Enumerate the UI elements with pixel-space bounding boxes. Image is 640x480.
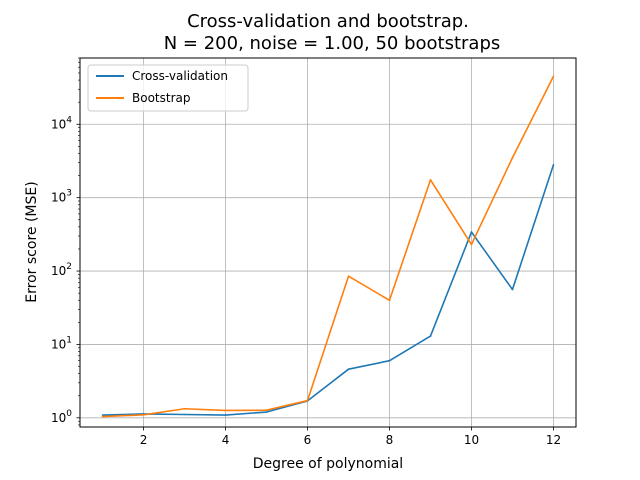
data-point	[429, 179, 432, 181]
data-point	[429, 335, 432, 337]
data-point	[511, 156, 514, 159]
series-line-0	[102, 164, 555, 416]
data-point	[224, 414, 227, 416]
legend-box	[87, 64, 249, 112]
legend-label-cross-validation: Cross-validation	[132, 69, 228, 83]
data-point	[101, 415, 104, 418]
series-lines	[101, 75, 555, 418]
data-point	[306, 399, 309, 402]
x-tick-label: 2	[140, 433, 148, 447]
data-point	[552, 164, 555, 166]
x-ticks: 2 4 6 8 10 12	[140, 427, 561, 447]
x-tick-label: 6	[304, 433, 312, 447]
x-tick-label: 12	[546, 433, 561, 447]
data-point	[224, 409, 227, 412]
x-tick-label: 8	[386, 433, 394, 447]
series-line-1	[102, 75, 555, 418]
y-tick-label: 102	[51, 262, 72, 278]
data-point	[265, 411, 268, 413]
x-tick-label: 4	[222, 433, 230, 447]
chart-title-line-2: N = 200, noise = 1.00, 50 bootstraps	[164, 33, 501, 54]
data-point	[552, 75, 555, 78]
data-point	[347, 275, 350, 278]
data-point	[265, 409, 268, 412]
data-point	[388, 299, 391, 302]
x-tick-label: 10	[464, 433, 479, 447]
data-point	[511, 288, 514, 291]
chart-title-line-1: Cross-validation and bootstrap.	[187, 11, 469, 32]
grid	[80, 58, 576, 427]
x-axis-label: Degree of polynomial	[253, 456, 403, 472]
data-point	[388, 359, 391, 362]
data-point	[470, 231, 473, 233]
data-point	[101, 414, 104, 416]
y-axis-label: Error score (MSE)	[24, 181, 40, 302]
y-tick-label: 101	[51, 335, 72, 351]
y-tick-label: 104	[51, 115, 72, 131]
legend: Cross-validation Bootstrap	[87, 64, 249, 112]
plot-frame	[79, 57, 577, 428]
data-point	[183, 413, 186, 416]
data-point	[183, 407, 186, 410]
data-point	[347, 368, 350, 370]
data-point	[470, 243, 473, 246]
data-point	[142, 413, 145, 416]
legend-label-bootstrap: Bootstrap	[132, 91, 190, 105]
y-tick-label: 103	[51, 189, 72, 205]
y-tick-label: 100	[51, 409, 72, 425]
y-ticks: 100 101 102 103 104	[51, 57, 80, 426]
